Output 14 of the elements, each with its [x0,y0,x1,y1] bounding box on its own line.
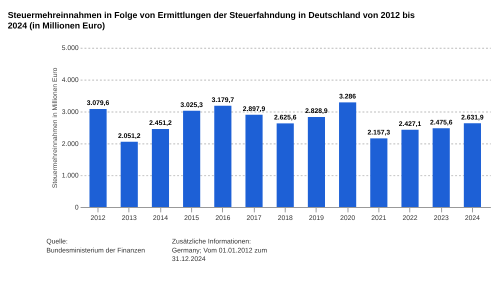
bar [432,128,450,208]
bar [308,116,326,208]
bar [214,106,232,208]
bar [120,142,138,208]
bar [339,102,356,208]
bar [370,138,388,208]
chart-title: Steuermehreinnahmen in Folge von Ermittlungen der Steuerfahndung in Deutschland von 2012 bis 2024 (in Millionen Euro) [8,10,416,30]
bar [152,128,170,208]
bar [276,123,294,208]
bar [89,108,107,208]
bar [401,130,419,208]
bar [245,114,263,208]
bar [183,110,200,208]
bar [464,123,481,208]
